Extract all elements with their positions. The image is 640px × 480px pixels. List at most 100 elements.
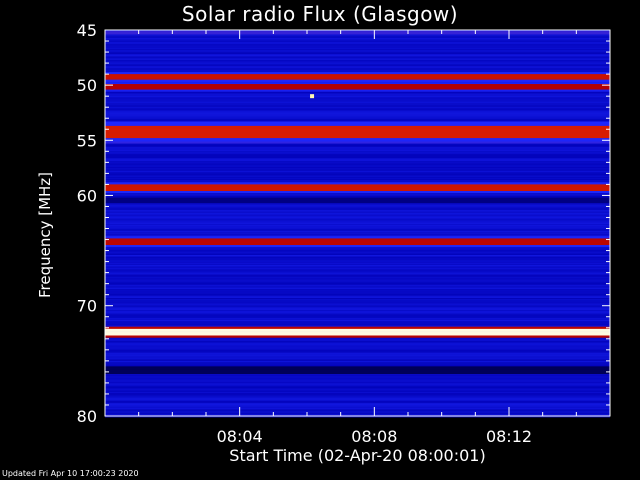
spectrogram-row [105,335,610,337]
spectrogram-row [105,380,610,383]
spectrogram-row [105,214,610,216]
spectrogram-row [105,144,610,147]
spectrogram-row [105,206,610,208]
spectrogram-row [105,289,610,291]
y-tick-label: 70 [77,297,97,316]
spectrogram-row [105,356,610,358]
spectrogram-row [105,339,610,342]
spectrogram-row [105,60,610,63]
spectrogram-row [105,209,610,212]
spectrogram-row [105,300,610,302]
spectrogram-row [105,370,610,373]
spectrogram-row [105,113,610,116]
spectrogram-row [105,146,610,149]
spectrogram-row [105,392,610,395]
spectrogram-row [105,332,610,334]
spectrogram-row [105,197,610,200]
spectrogram-row [105,116,610,118]
spectrogram-row [105,249,610,251]
spectrogram-row [105,230,610,233]
spectrogram-row [105,88,610,90]
spectrogram-row [105,133,610,136]
spectrogram-row [105,303,610,305]
spectrogram-row [105,396,610,398]
spectrogram-row [105,399,610,401]
spectrogram-row [105,219,610,222]
spectrogram-row [105,331,610,333]
spectrogram-rows [105,30,610,418]
spectrogram-row [105,283,610,286]
spectrogram-row [105,179,610,182]
spectrogram-row [105,123,610,126]
spectrogram-row [105,413,610,416]
spectrogram-row [105,278,610,280]
spectrogram-row [105,323,610,325]
spectrogram-row [105,211,610,214]
spectrogram-row [105,215,610,217]
spectrogram-row [105,54,610,56]
spectrogram-row [105,333,610,335]
spectrogram-row [105,257,610,259]
spectrogram-row [105,272,610,275]
spectrogram-row [105,310,610,312]
spectrogram-row [105,259,610,261]
spectrogram-row [105,363,610,365]
spectrogram-row [105,71,610,74]
spectrogram-row [105,86,610,88]
spectrogram-row [105,281,610,283]
spectrogram-row [105,85,610,87]
spectrogram-row [105,302,610,304]
spectrogram-row [105,306,610,309]
spectrogram-row [105,286,610,289]
spectrogram-row [105,69,610,72]
spectrogram-row [105,299,610,301]
spectrogram-row [105,344,610,346]
spectrogram-row [105,157,610,160]
spectrogram-row [105,39,610,42]
y-tick-label: 45 [77,21,97,40]
spectrogram-row [105,82,610,85]
spectrogram-row [105,253,610,256]
spectrogram-row [105,61,610,64]
spectrogram-row [105,114,610,117]
spectrogram-row [105,148,610,150]
spectrogram-row [105,45,610,47]
spectrogram-row [105,395,610,397]
spectrogram-row [105,361,610,364]
spectrogram-row [105,297,610,300]
spectrogram-row [105,43,610,45]
spectrogram-row [105,360,610,363]
spectrogram-row [105,136,610,139]
spectrogram-row [105,247,610,249]
spectrogram-row [105,135,610,138]
spectrogram-row [105,117,610,119]
spectrogram-row [105,353,610,355]
spectrogram-row [105,199,610,202]
spectrogram-row [105,358,610,361]
spectrogram-row [105,100,610,102]
spectrogram-row [105,132,610,134]
spectrogram-row [105,350,610,353]
spectrogram-row [105,184,610,186]
spectrogram-row [105,218,610,220]
spectrogram-row [105,313,610,315]
updated-timestamp: Updated Fri Apr 10 17:00:23 2020 [2,469,139,478]
spectrogram-row [105,341,610,343]
spectrogram-row [105,359,610,362]
spectrogram-row [105,228,610,230]
spectrogram-row [105,120,610,122]
spectrogram-row [105,381,610,384]
spectrogram-row [105,178,610,181]
spectrogram-row [105,409,610,411]
spectrogram-row [105,372,610,375]
x-tick-label: 08:08 [351,427,397,446]
spectrogram-row [105,102,610,105]
spectrogram-row [105,275,610,278]
spectrogram-row [105,153,610,155]
spectrogram-row [105,261,610,263]
spectrogram-row [105,68,610,70]
spectrogram-row [105,50,610,53]
x-axis: 08:04 08:08 08:12 [138,30,577,446]
spectrogram-row [105,317,610,320]
spectrogram-row [105,384,610,386]
